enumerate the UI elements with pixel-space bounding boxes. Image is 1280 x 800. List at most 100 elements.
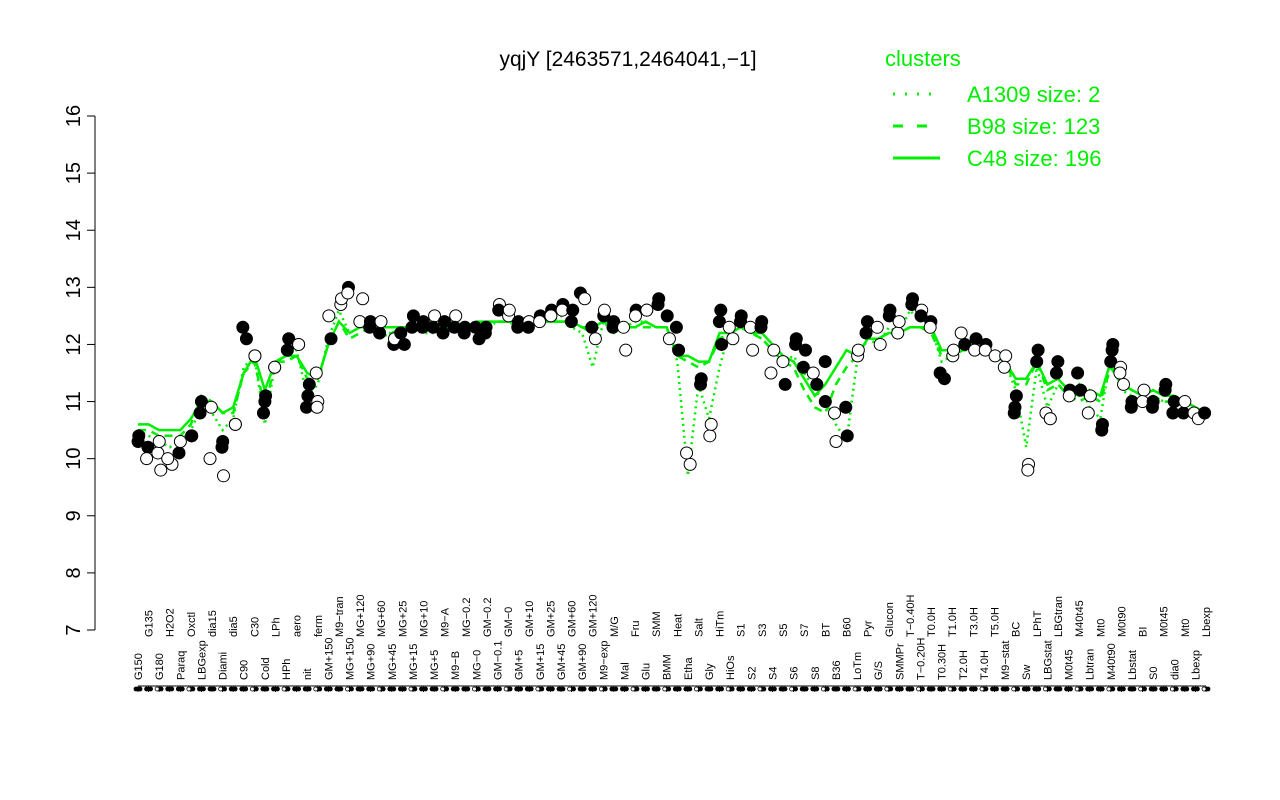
data-point [356,292,370,306]
x-rug-mark [824,686,830,692]
x-tick-label: LoTm [852,652,864,680]
data-point [1051,355,1065,369]
x-rug-mark [302,686,308,692]
x-tick-label: MG+10 [419,601,431,637]
data-point [216,435,230,449]
data-point [914,309,928,323]
x-tick-label: T5.0H [990,607,1002,637]
y-tick-label: 16 [63,105,85,127]
x-rug-mark [433,686,439,692]
x-tick-label: GM+10 [524,601,536,637]
x-rug-mark [366,686,372,692]
x-tick-label: G/S [873,661,885,680]
data-point [194,395,208,409]
x-tick-label: Fru [630,621,642,638]
x-rug-mark [1053,686,1059,692]
x-tick-label: C30 [249,617,261,637]
data-point [152,435,166,449]
x-tick-label: GM−0 [503,607,515,637]
x-rug-mark [201,686,206,692]
x-tick-label: G180 [154,653,166,680]
x-rug-mark [243,686,249,692]
x-rug-mark [873,686,879,692]
data-point [923,320,937,334]
y-tick-label: 9 [63,510,85,521]
data-point [309,366,323,380]
data-point [651,297,665,311]
x-rug-mark [486,686,492,692]
x-tick-label: H2O2 [165,608,177,637]
data-point [236,320,250,334]
x-rug-mark [190,686,196,692]
data-point [703,429,717,443]
x-tick-label: SMMPr [894,643,906,680]
data-point [997,360,1011,374]
data-point [216,469,230,483]
x-rug-mark [655,686,661,692]
x-rug-mark [1042,686,1048,692]
legend-label-2: B98 size: 123 [967,114,1100,139]
x-rug-mark [729,686,735,692]
x-rug-mark [704,686,710,692]
x-rug-mark [972,686,978,692]
x-tick-label: BC [1011,622,1023,637]
x-rug-mark [1057,686,1063,692]
data-point [662,332,676,346]
data-point [999,349,1013,363]
data-point [1071,366,1085,380]
x-rug-mark [1163,686,1169,692]
x-rug-mark [154,686,160,692]
x-rug-mark [1180,686,1186,692]
data-point [734,309,748,323]
x-rug-mark [556,686,562,692]
x-tick-label: GM+90 [577,644,589,680]
x-rug-mark [567,686,572,692]
x-rug-mark [852,686,858,692]
data-point [1021,463,1035,477]
x-rug-mark [835,686,841,692]
x-tick-label: B60 [841,617,853,637]
x-tick-label: MG−0.2 [461,598,473,637]
x-tick-label: GM+150 [323,638,335,681]
data-point [302,377,316,391]
x-rug-mark [528,686,534,692]
x-rug-mark [1159,686,1165,692]
x-rug-mark [666,686,672,692]
data-point [268,360,282,374]
x-tick-label: Lbexp [1190,650,1202,680]
series-line-2 [138,318,1207,438]
x-rug-mark [898,686,904,692]
x-axis: G150 G135 G180 H2O2 Paraq Oxctl LBGexp dia15 Dia… [133,594,1213,692]
x-rug-mark [662,686,668,692]
x-rug-mark [894,686,900,692]
x-rug-mark [725,686,731,692]
legend-label-1: A1309 size: 2 [967,82,1100,107]
x-rug-mark [165,686,171,692]
x-rug-mark [782,686,788,692]
data-point [280,343,294,357]
x-rug-mark [1000,686,1006,692]
x-tick-label: Glu [641,663,653,680]
y-tick-label: 15 [63,162,85,184]
x-rug-mark [518,686,524,692]
x-rug-mark [376,686,382,692]
x-tick-label: S1 [736,624,748,637]
x-rug-mark [1152,686,1158,692]
x-tick-label: C90 [239,660,251,680]
x-tick-label: Glucon [884,602,896,637]
x-tick-label: MG+60 [376,601,388,637]
legend: clusters A1309 size: 2 B98 size: 123 C48 s… [885,46,1102,171]
data-point [1095,417,1109,431]
data-point [1137,383,1151,397]
x-rug-mark [334,686,340,692]
y-tick-label: 8 [63,567,85,578]
data-point [185,429,199,443]
data-point [564,315,578,329]
x-rug-mark [471,686,477,692]
data-point [292,337,306,351]
data-point [1106,337,1120,351]
x-rug-mark [772,686,777,692]
x-rug-mark [387,686,393,692]
x-tick-label: GM+120 [588,595,600,638]
